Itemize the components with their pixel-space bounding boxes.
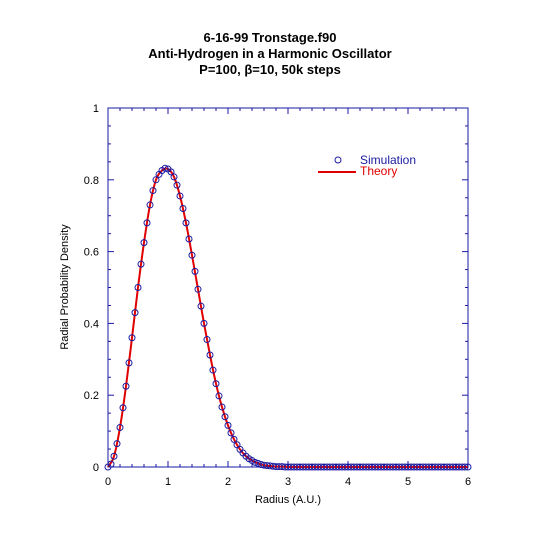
simulation-point (128, 334, 136, 342)
x-axis-label: Radius (A.U.) (255, 494, 321, 506)
y-tick-label: 0 (93, 462, 99, 474)
simulation-point (218, 403, 226, 411)
simulation-point (173, 181, 181, 189)
y-tick-labels: 0 0.2 0.4 0.6 0.8 1 (84, 103, 99, 474)
simulation-point (215, 392, 223, 400)
simulation-point (185, 235, 193, 243)
simulation-point (188, 251, 196, 259)
simulation-point (119, 404, 127, 412)
simulation-point (176, 192, 184, 200)
x-tick-label: 1 (165, 476, 171, 488)
simulation-point (107, 460, 115, 468)
simulation-point (224, 421, 232, 429)
simulation-point (122, 382, 130, 390)
simulation-point (149, 187, 157, 195)
theory-series (107, 167, 468, 469)
simulation-point (194, 285, 202, 293)
simulation-point (140, 239, 148, 247)
simulation-series (104, 164, 472, 471)
simulation-point (209, 366, 217, 374)
simulation-point (134, 284, 142, 291)
simulation-point (221, 413, 229, 421)
chart-title-line-1: 6-16-99 Tronstage.f90 (203, 30, 337, 45)
x-tick-label: 3 (285, 476, 291, 488)
simulation-point (212, 380, 220, 388)
chart-title-line-2: Anti-Hydrogen in a Harmonic Oscillator (148, 46, 392, 61)
theory-line (107, 167, 468, 469)
y-tick-label: 0.8 (84, 175, 99, 187)
simulation-point (182, 219, 190, 227)
x-tick-labels: 0 1 2 3 4 5 6 (105, 476, 471, 488)
simulation-point (251, 458, 259, 466)
x-tick-label: 4 (345, 476, 351, 488)
legend: Simulation Theory (318, 153, 416, 178)
legend-theory-label: Theory (360, 164, 397, 178)
y-axis-label: Radial Probability Density (59, 224, 71, 350)
simulation-point (131, 309, 139, 317)
chart-title-line-3: P=100, β=10, 50k steps (199, 62, 341, 77)
simulation-point (146, 201, 154, 209)
simulation-point (137, 260, 145, 268)
x-tick-label: 2 (225, 476, 231, 488)
x-tick-label: 5 (405, 476, 411, 488)
x-tick-label: 0 (105, 476, 111, 488)
simulation-point (197, 302, 205, 310)
legend-simulation-marker (334, 156, 342, 164)
simulation-point (125, 359, 133, 367)
y-tick-label: 1 (93, 103, 99, 115)
x-tick-label: 6 (465, 476, 471, 488)
simulation-point (167, 168, 175, 176)
simulation-point (161, 164, 169, 172)
simulation-point (113, 440, 121, 448)
y-tick-label: 0.2 (84, 390, 99, 402)
simulation-point (461, 463, 469, 471)
simulation-point (179, 205, 187, 213)
simulation-point (170, 173, 178, 181)
legend-simulation-label: Simulation (360, 153, 416, 167)
simulation-point (152, 176, 160, 184)
simulation-point (464, 463, 472, 471)
y-tick-label: 0.4 (84, 318, 99, 330)
simulation-point (143, 219, 151, 227)
simulation-point (227, 429, 235, 437)
y-tick-label: 0.6 (84, 247, 99, 259)
simulation-point (230, 435, 238, 443)
simulation-point (116, 424, 124, 432)
simulation-point (110, 452, 118, 460)
simulation-point (206, 351, 214, 359)
simulation-point (191, 267, 199, 275)
simulation-point (203, 336, 211, 344)
simulation-point (200, 319, 208, 327)
